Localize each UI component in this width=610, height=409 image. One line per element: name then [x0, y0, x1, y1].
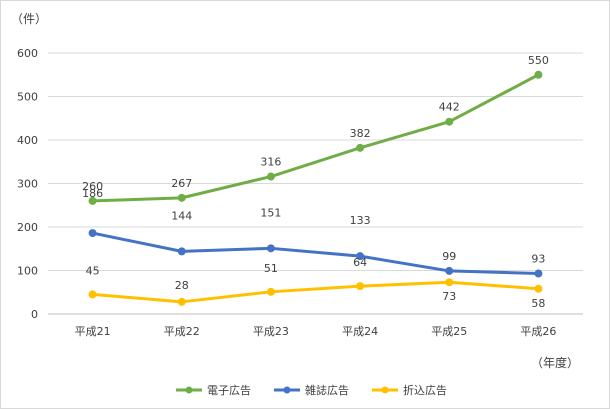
data-label: 45 — [86, 264, 100, 277]
legend-swatch-marker — [283, 386, 291, 394]
legend: 電子広告 雑誌広告 折込広告 — [176, 383, 447, 397]
series-line — [91, 73, 540, 203]
data-label: 58 — [531, 297, 545, 310]
data-point — [177, 247, 186, 256]
data-label: 99 — [442, 250, 456, 263]
y-tick-label: 0 — [31, 308, 38, 321]
legend-swatch-marker — [381, 386, 389, 394]
data-label: 93 — [531, 253, 545, 266]
data-point — [88, 229, 97, 238]
data-point — [534, 269, 543, 278]
series-line — [91, 231, 540, 276]
x-tick-label: 平成21 — [75, 325, 111, 338]
legend-swatch-marker — [185, 386, 193, 394]
y-tick-label: 400 — [17, 134, 38, 147]
data-labels: 260 267 316 382 442 550 186 144 151 133 99 93 45 28 51… — [82, 54, 549, 310]
x-axis-ticks: 平成21 平成22 平成23 平成24 平成25 平成26 — [75, 325, 557, 338]
y-tick-label: 200 — [17, 221, 38, 234]
x-tick-label: 平成22 — [164, 325, 200, 338]
data-label: 186 — [82, 187, 103, 200]
data-label: 316 — [260, 156, 281, 169]
data-label: 151 — [260, 206, 281, 219]
data-point — [177, 297, 186, 306]
data-point — [266, 244, 275, 253]
legend-label: 電子広告 — [207, 384, 251, 397]
x-tick-label: 平成26 — [520, 325, 556, 338]
legend-label: 雑誌広告 — [305, 383, 349, 397]
data-point — [356, 252, 365, 261]
data-label: 260 — [82, 180, 103, 193]
y-tick-label: 600 — [17, 47, 38, 60]
y-axis-ticks: 0 100 200 300 400 500 600 — [17, 47, 38, 321]
data-point — [534, 70, 543, 79]
y-axis-unit-label: （件） — [11, 12, 47, 26]
y-tick-label: 100 — [17, 265, 38, 278]
data-point — [177, 193, 186, 202]
data-point — [88, 196, 97, 205]
series-group — [88, 70, 543, 306]
x-tick-label: 平成25 — [431, 325, 467, 338]
y-tick-label: 300 — [17, 178, 38, 191]
data-point — [266, 287, 275, 296]
data-point — [356, 143, 365, 152]
legend-label: 折込広告 — [403, 383, 447, 397]
data-point — [266, 172, 275, 181]
data-point — [356, 282, 365, 291]
data-point — [445, 117, 454, 126]
data-point — [445, 278, 454, 287]
data-label: 144 — [171, 209, 192, 222]
data-label: 64 — [353, 256, 367, 269]
x-axis-unit-label: （年度） — [531, 355, 579, 370]
data-label: 550 — [528, 54, 549, 67]
data-label: 73 — [442, 290, 456, 303]
data-label: 442 — [439, 101, 460, 114]
data-label: 382 — [350, 127, 371, 140]
x-tick-label: 平成23 — [253, 325, 289, 338]
data-point — [445, 266, 454, 275]
gridlines — [48, 52, 583, 315]
data-point — [88, 290, 97, 299]
data-point — [534, 284, 543, 293]
series-line — [91, 280, 540, 304]
data-label: 51 — [264, 262, 278, 275]
x-tick-label: 平成24 — [342, 325, 378, 338]
data-label: 267 — [171, 177, 192, 190]
data-label: 133 — [350, 214, 371, 227]
data-label: 28 — [175, 279, 189, 292]
y-tick-label: 500 — [17, 91, 38, 104]
